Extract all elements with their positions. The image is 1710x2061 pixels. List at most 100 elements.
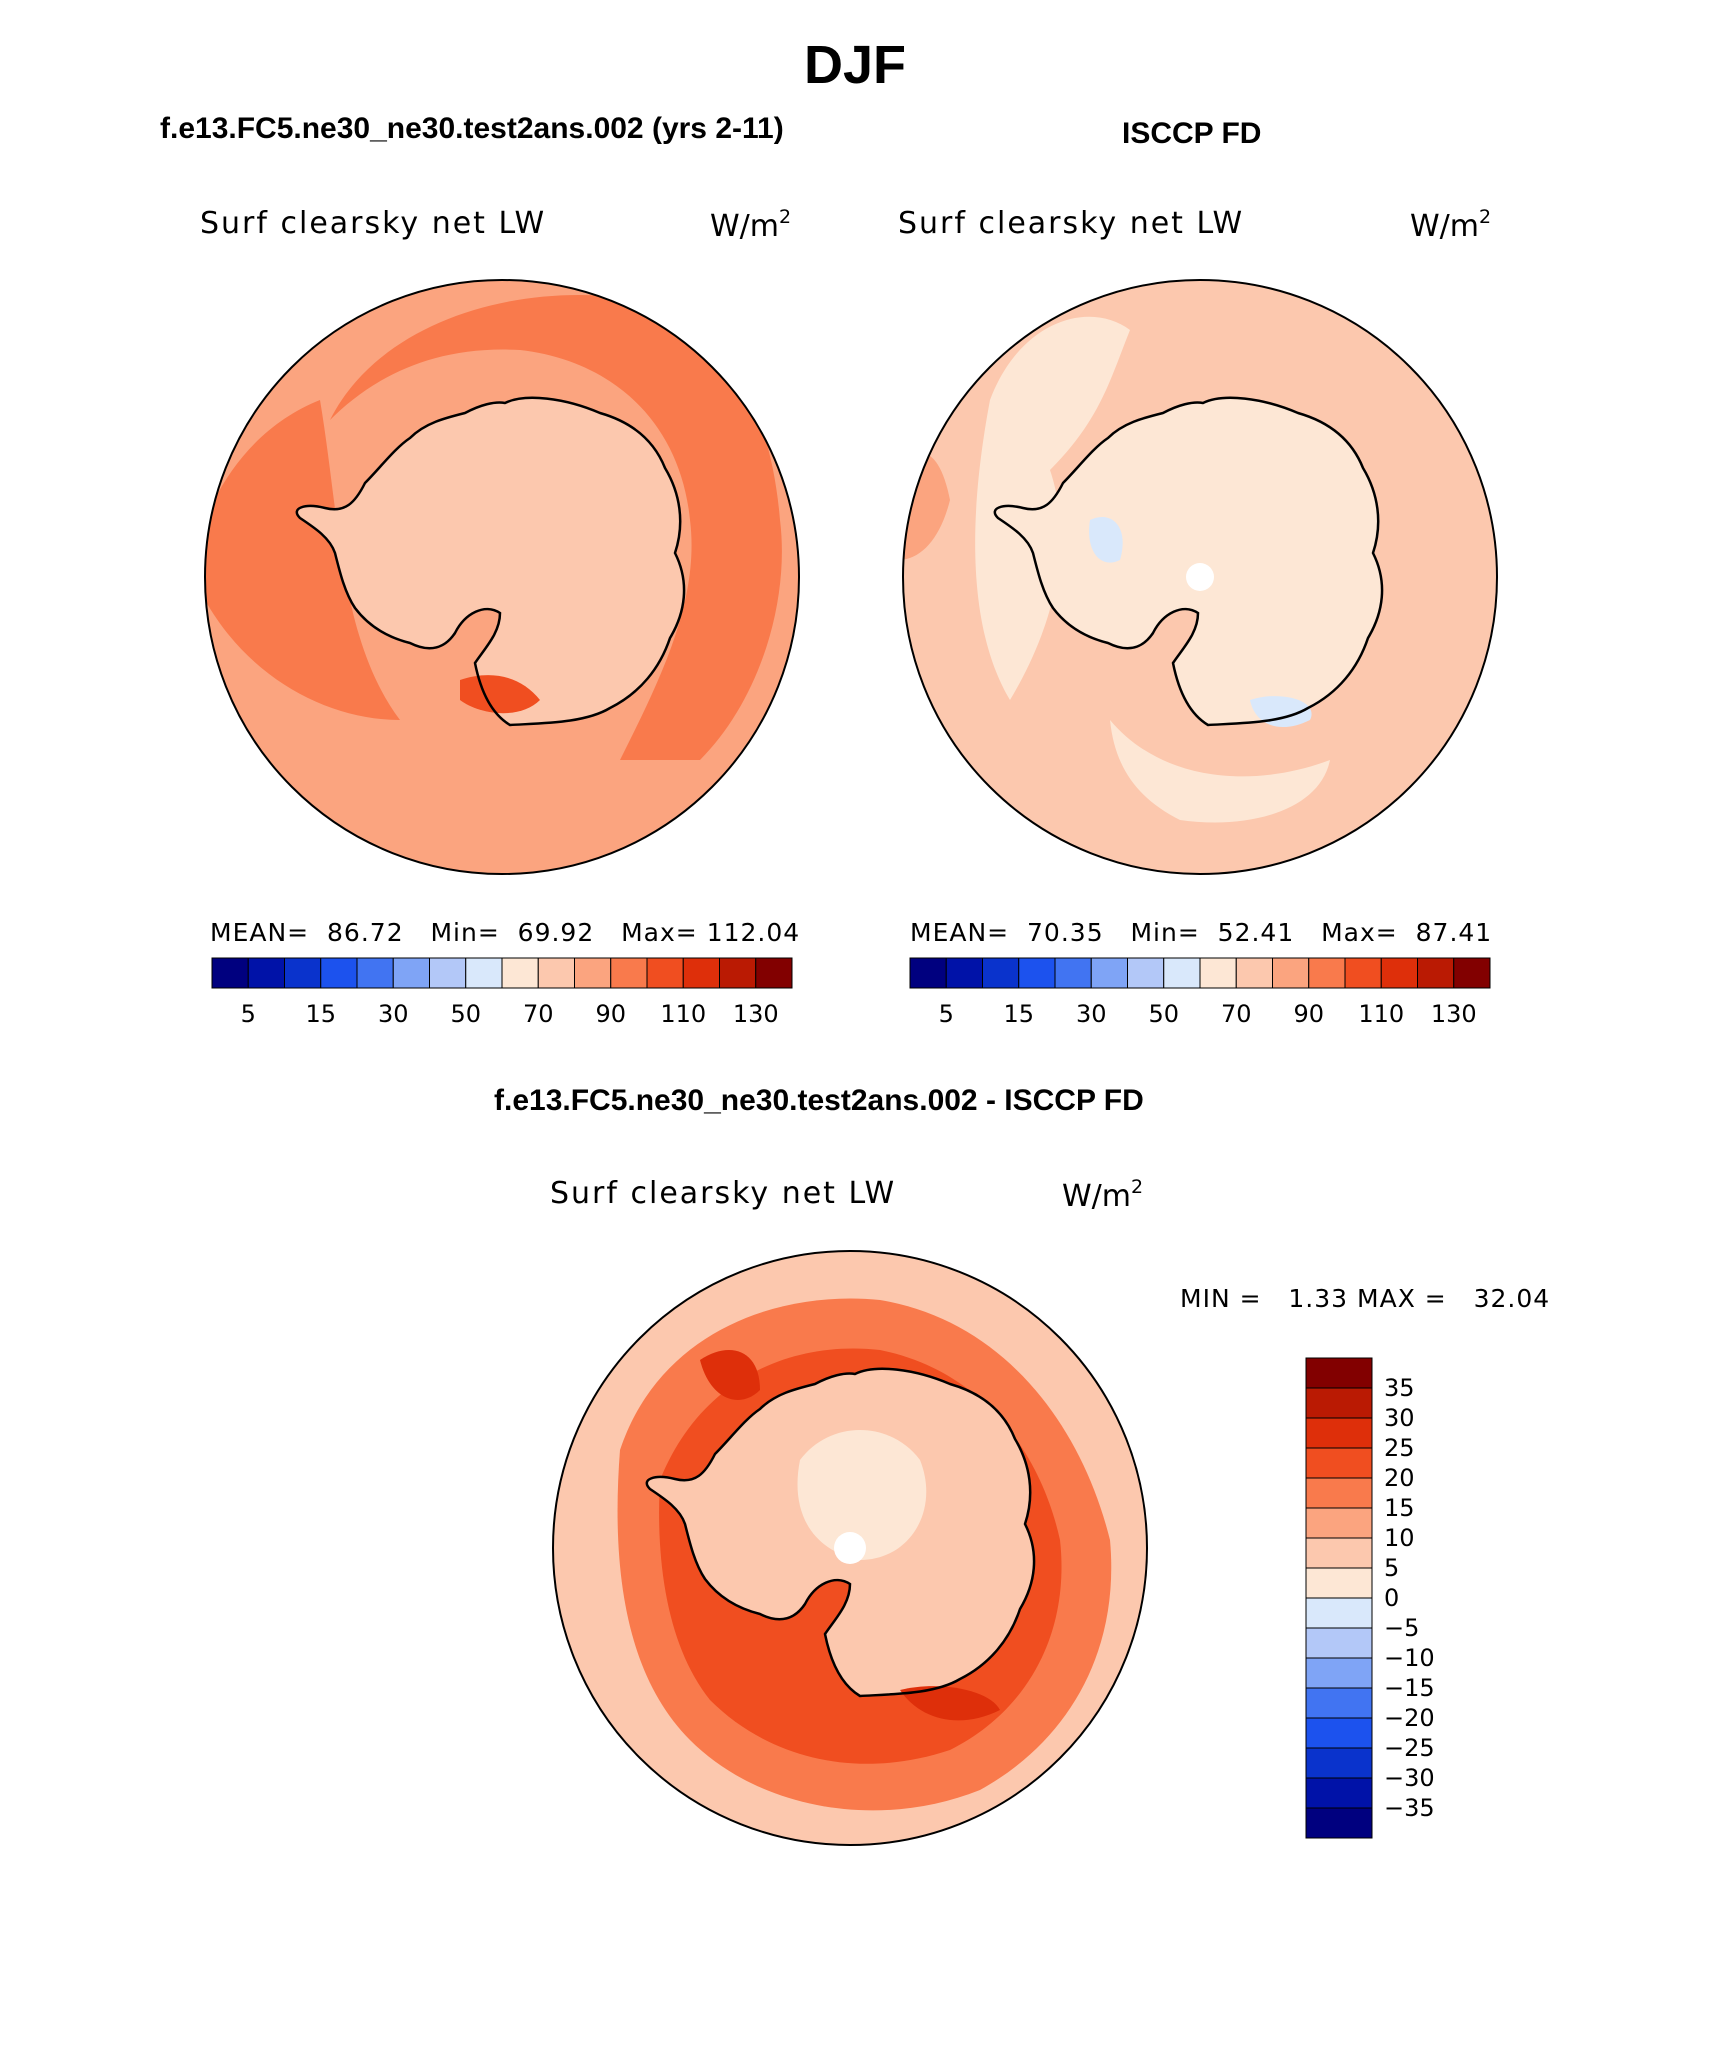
colorbar-model-swatch: [574, 957, 612, 989]
colorbar-diff-tick-label: 35: [1384, 1374, 1415, 1402]
colorbar-diff-swatch: [1305, 1567, 1373, 1599]
colorbar-diff-swatch: [1305, 1477, 1373, 1509]
colorbar-obs-swatch: [1163, 957, 1201, 989]
colorbar-diff-swatch: [1305, 1417, 1373, 1449]
colorbar-diff-swatch: [1305, 1687, 1373, 1719]
colorbar-model-swatch: [501, 957, 539, 989]
colorbar-obs-tick-label: 15: [1003, 1000, 1035, 1028]
colorbar-diff-swatch: [1305, 1597, 1373, 1629]
map-model-border: [204, 279, 800, 875]
colorbar-obs-swatch: [1235, 957, 1273, 989]
colorbar-diff-tick-label: 10: [1384, 1524, 1415, 1552]
colorbar-diff: [1305, 1357, 1373, 1839]
colorbar-model-swatch: [682, 957, 720, 989]
colorbar-obs-swatch: [1380, 957, 1418, 989]
colorbar-diff-ticks: 35 30 25 20 15 10 5 0 −5 −10 −15 −20 −25 −30 −35: [1384, 1358, 1464, 1838]
colorbar-obs: [909, 957, 1491, 989]
colorbar-model-swatch: [284, 957, 322, 989]
colorbar-obs-swatch: [982, 957, 1020, 989]
colorbar-obs-swatch: [945, 957, 983, 989]
map-obs-pole-hole: [1186, 563, 1214, 591]
panel3-variable-label: Surf clearsky net LW: [550, 1176, 897, 1211]
panel3-stats: MIN = 1.33 MAX = 32.04: [1180, 1284, 1551, 1313]
colorbar-model-swatch: [356, 957, 394, 989]
colorbar-diff-swatch: [1305, 1657, 1373, 1689]
colorbar-obs-swatch: [1453, 957, 1491, 989]
colorbar-obs-swatch: [1344, 957, 1382, 989]
colorbar-model-swatch: [755, 957, 793, 989]
colorbar-diff-tick-label: 25: [1384, 1434, 1415, 1462]
colorbar-model-tick-label: 15: [305, 1000, 337, 1028]
colorbar-diff-tick-label: −15: [1384, 1674, 1435, 1702]
colorbar-obs-swatch: [1417, 957, 1455, 989]
colorbar-obs-ticks: 5 15 30 50 70 90 110 130: [910, 1000, 1490, 1030]
colorbar-diff-tick-label: −30: [1384, 1764, 1435, 1792]
colorbar-obs-tick-label: 5: [938, 1000, 954, 1028]
colorbar-diff-tick-label: 20: [1384, 1464, 1415, 1492]
colorbar-model-swatch: [646, 957, 684, 989]
map-diff-pole-hole: [834, 1532, 866, 1564]
colorbar-diff-swatch: [1305, 1447, 1373, 1479]
colorbar-obs-swatch: [909, 957, 947, 989]
colorbar-model-swatch: [610, 957, 648, 989]
colorbar-diff-tick-label: −20: [1384, 1704, 1435, 1732]
colorbar-diff-swatch: [1305, 1537, 1373, 1569]
colorbar-diff-tick-label: −10: [1384, 1644, 1435, 1672]
colorbar-diff-swatch: [1305, 1807, 1373, 1839]
colorbar-obs-tick-label: 70: [1220, 1000, 1252, 1028]
colorbar-model-swatch: [392, 957, 430, 989]
colorbar-diff-swatch: [1305, 1387, 1373, 1419]
map-obs-border: [902, 279, 1498, 875]
colorbar-model-tick-label: 110: [660, 1000, 707, 1028]
colorbar-obs-tick-label: 90: [1293, 1000, 1325, 1028]
colorbar-model-tick-label: 5: [240, 1000, 256, 1028]
colorbar-diff-swatch: [1305, 1717, 1373, 1749]
panel2-stats: MEAN= 70.35 Min= 52.41 Max= 87.41: [910, 918, 1493, 947]
colorbar-model: [211, 957, 793, 989]
colorbar-diff-tick-label: 0: [1384, 1584, 1400, 1612]
colorbar-model-swatch: [211, 957, 249, 989]
colorbar-obs-swatch: [1127, 957, 1165, 989]
colorbar-obs-tick-label: 30: [1075, 1000, 1107, 1028]
figure-title: DJF: [803, 35, 906, 95]
colorbar-obs-swatch: [1199, 957, 1237, 989]
colorbar-obs-tick-label: 50: [1148, 1000, 1180, 1028]
colorbar-obs-tick-label: 110: [1358, 1000, 1405, 1028]
colorbar-model-swatch: [537, 957, 575, 989]
colorbar-obs-swatch: [1018, 957, 1056, 989]
colorbar-obs-tick-label: 130: [1430, 1000, 1477, 1028]
panel2-heading: ISCCP FD: [1122, 117, 1262, 150]
colorbar-model-swatch: [429, 957, 467, 989]
colorbar-diff-swatch: [1305, 1357, 1373, 1389]
panel3-units-label: W/m2: [1062, 1176, 1144, 1214]
colorbar-diff-tick-label: −25: [1384, 1734, 1435, 1762]
colorbar-diff-swatch: [1305, 1777, 1373, 1809]
colorbar-model-tick-label: 90: [595, 1000, 627, 1028]
panel1-stats: MEAN= 86.72 Min= 69.92 Max= 112.04: [210, 918, 801, 947]
panel3-heading: f.e13.FC5.ne30_ne30.test2ans.002 - ISCCP…: [494, 1084, 1144, 1117]
colorbar-diff-tick-label: −35: [1384, 1794, 1435, 1822]
map-model-field: [205, 280, 799, 874]
colorbar-diff-tick-label: 30: [1384, 1404, 1415, 1432]
colorbar-obs-swatch: [1308, 957, 1346, 989]
panel1-heading: f.e13.FC5.ne30_ne30.test2ans.002 (yrs 2-…: [160, 112, 784, 145]
panel2-variable-label: Surf clearsky net LW: [898, 206, 1245, 241]
colorbar-model-swatch: [465, 957, 503, 989]
colorbar-diff-swatch: [1305, 1627, 1373, 1659]
colorbar-model-tick-label: 70: [522, 1000, 554, 1028]
colorbar-diff-tick-label: 5: [1384, 1554, 1400, 1582]
colorbar-model-tick-label: 130: [732, 1000, 779, 1028]
colorbar-obs-swatch: [1090, 957, 1128, 989]
panel1-variable-label: Surf clearsky net LW: [200, 206, 547, 241]
colorbar-model-swatch: [247, 957, 285, 989]
colorbar-diff-tick-label: −5: [1384, 1614, 1420, 1642]
colorbar-obs-swatch: [1272, 957, 1310, 989]
map-diff-border: [552, 1250, 1148, 1846]
map-obs-field: [903, 280, 1497, 874]
colorbar-model-tick-label: 50: [450, 1000, 482, 1028]
colorbar-diff-swatch: [1305, 1747, 1373, 1779]
colorbar-obs-swatch: [1054, 957, 1092, 989]
colorbar-model-swatch: [320, 957, 358, 989]
colorbar-diff-tick-label: 15: [1384, 1494, 1415, 1522]
